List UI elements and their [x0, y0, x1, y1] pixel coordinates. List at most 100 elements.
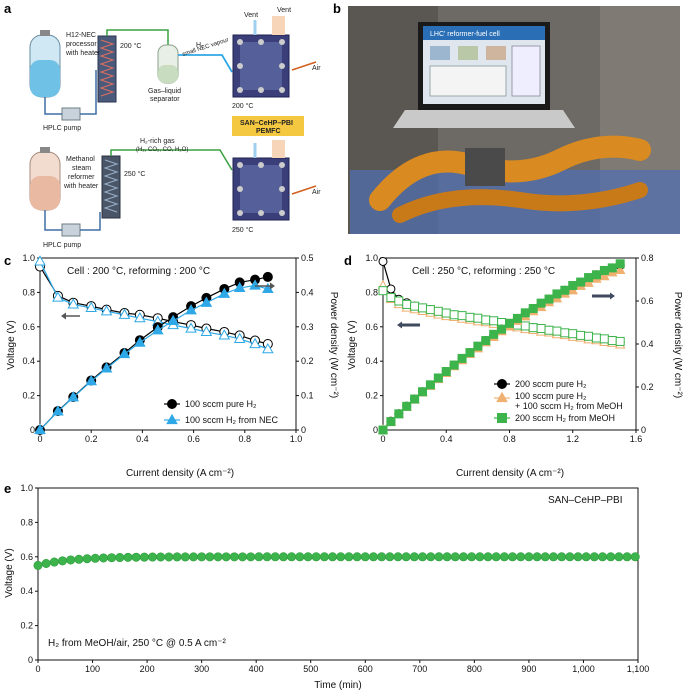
data-point [200, 296, 213, 307]
data-point [378, 286, 388, 296]
data-point [614, 264, 626, 274]
reformer-label: Methanol steam reformer with heater [63, 156, 99, 190]
pipe-bottom-2 [80, 212, 101, 231]
data-point [386, 293, 396, 303]
chart-e-annotation-top: SAN–CeHP–PBI [548, 495, 622, 506]
screen-title: LHC' reformer-fuel cell [430, 31, 500, 38]
air-label-top: Air [312, 65, 321, 72]
data-point [229, 552, 239, 562]
y-tick-label: 0.6 [365, 322, 378, 332]
data-point [98, 553, 108, 563]
data-point [532, 552, 542, 562]
pump-top-label: HPLC pump [43, 125, 81, 132]
data-point [67, 391, 80, 402]
y-tick-label: 1.0 [365, 253, 378, 263]
y-tick-label: 0.6 [20, 552, 33, 562]
data-point [418, 552, 428, 562]
data-point [278, 552, 288, 562]
reformer-temp: 250 °C [124, 170, 145, 178]
pipe-top-3 [106, 29, 169, 45]
y2-tick-label: 0.4 [641, 339, 654, 349]
data-point [156, 552, 166, 562]
plot-frame [37, 487, 639, 661]
y2-tick-label: 0.2 [641, 382, 654, 392]
h2-label: H₂ [196, 42, 204, 49]
data-point [295, 552, 305, 562]
data-point [118, 347, 131, 359]
data-point [49, 557, 59, 567]
vent4-arrow [272, 140, 285, 158]
x-tick-label: 400 [249, 664, 264, 674]
processor-top-label: H12-NEC processor with heater [65, 32, 101, 57]
y-tick-label: 0.2 [365, 391, 378, 401]
data-point [254, 552, 264, 562]
data-point [433, 306, 443, 316]
data-point [573, 552, 583, 562]
data-point [483, 552, 493, 562]
x-tick-label: 500 [303, 664, 318, 674]
data-point [589, 552, 599, 562]
data-point [544, 294, 554, 304]
legend-label: 100 sccm pure H₂ + 100 sccm H₂ from MeOH [515, 391, 623, 411]
data-point [200, 325, 213, 337]
chart-e-xlabel: Time (min) [314, 680, 361, 691]
data-point [606, 552, 616, 562]
data-point [583, 277, 594, 287]
data-point [467, 552, 477, 562]
data-point [197, 552, 207, 562]
data-point [508, 552, 518, 562]
data-point [262, 342, 274, 354]
data-point [100, 362, 113, 373]
air-arrow-bottom [291, 185, 317, 195]
plot-frame [39, 257, 297, 431]
data-point [394, 409, 404, 419]
y-tick-label: 0.8 [22, 287, 35, 297]
data-point [591, 270, 601, 280]
data-point [599, 265, 609, 275]
data-point [481, 315, 491, 325]
legend-label: 200 sccm H₂ from MeOH [515, 413, 615, 423]
reformer-tubes [369, 135, 651, 223]
data-point [164, 552, 174, 562]
data-point [568, 281, 578, 291]
data-point [394, 296, 404, 306]
data-point [249, 337, 261, 349]
data-point [505, 318, 514, 328]
y-tick-label: 0.4 [365, 356, 378, 366]
x-tick-label: 900 [521, 664, 536, 674]
data-point [378, 425, 388, 435]
data-point [218, 287, 231, 298]
data-point [172, 552, 182, 562]
legend-label: 100 sccm H₂ from NEC [185, 415, 279, 425]
data-point [418, 303, 428, 313]
data-point [584, 273, 594, 283]
y-tick-label: 0.2 [20, 621, 33, 631]
x-tick-label: 700 [412, 664, 427, 674]
chart-c: Current density (A cm⁻²) Voltage (V) Pow… [6, 253, 339, 479]
y2-tick-label: 0.8 [641, 253, 654, 263]
y-tick-label: 1.0 [22, 253, 35, 263]
cell-name-2: PEMFC [256, 128, 281, 135]
data-point [185, 304, 197, 315]
fuel-cell-bottom [232, 157, 290, 221]
schematic: HPLC pump H12-NEC processor with heater 20… [29, 7, 321, 249]
data-point [418, 387, 428, 397]
x-tick-label: 0.2 [85, 434, 98, 444]
data-point [489, 329, 499, 339]
data-point [449, 360, 459, 370]
data-point [82, 554, 92, 564]
data-point [536, 324, 546, 334]
legend-label: 100 sccm pure H₂ [185, 399, 257, 409]
x-tick-label: 0.6 [187, 434, 200, 444]
data-point [441, 308, 451, 318]
y2-tick-label: 0.2 [301, 356, 314, 366]
data-point [249, 279, 261, 290]
pipe-top-h2 [178, 54, 233, 73]
data-point [134, 312, 146, 323]
data-point [426, 552, 436, 562]
y2-tick-label: 0 [301, 425, 306, 435]
data-point [489, 316, 499, 326]
data-point [85, 301, 98, 312]
data-point [512, 313, 522, 323]
data-point [497, 413, 507, 423]
